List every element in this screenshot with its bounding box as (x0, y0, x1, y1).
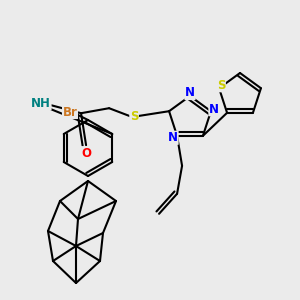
Text: N: N (168, 131, 178, 144)
Text: Br: Br (63, 106, 77, 118)
Text: N: N (185, 86, 195, 100)
Text: S: S (130, 110, 138, 123)
Text: S: S (217, 79, 225, 92)
Text: O: O (81, 147, 91, 160)
Text: NH: NH (31, 97, 51, 110)
Text: N: N (209, 103, 219, 116)
